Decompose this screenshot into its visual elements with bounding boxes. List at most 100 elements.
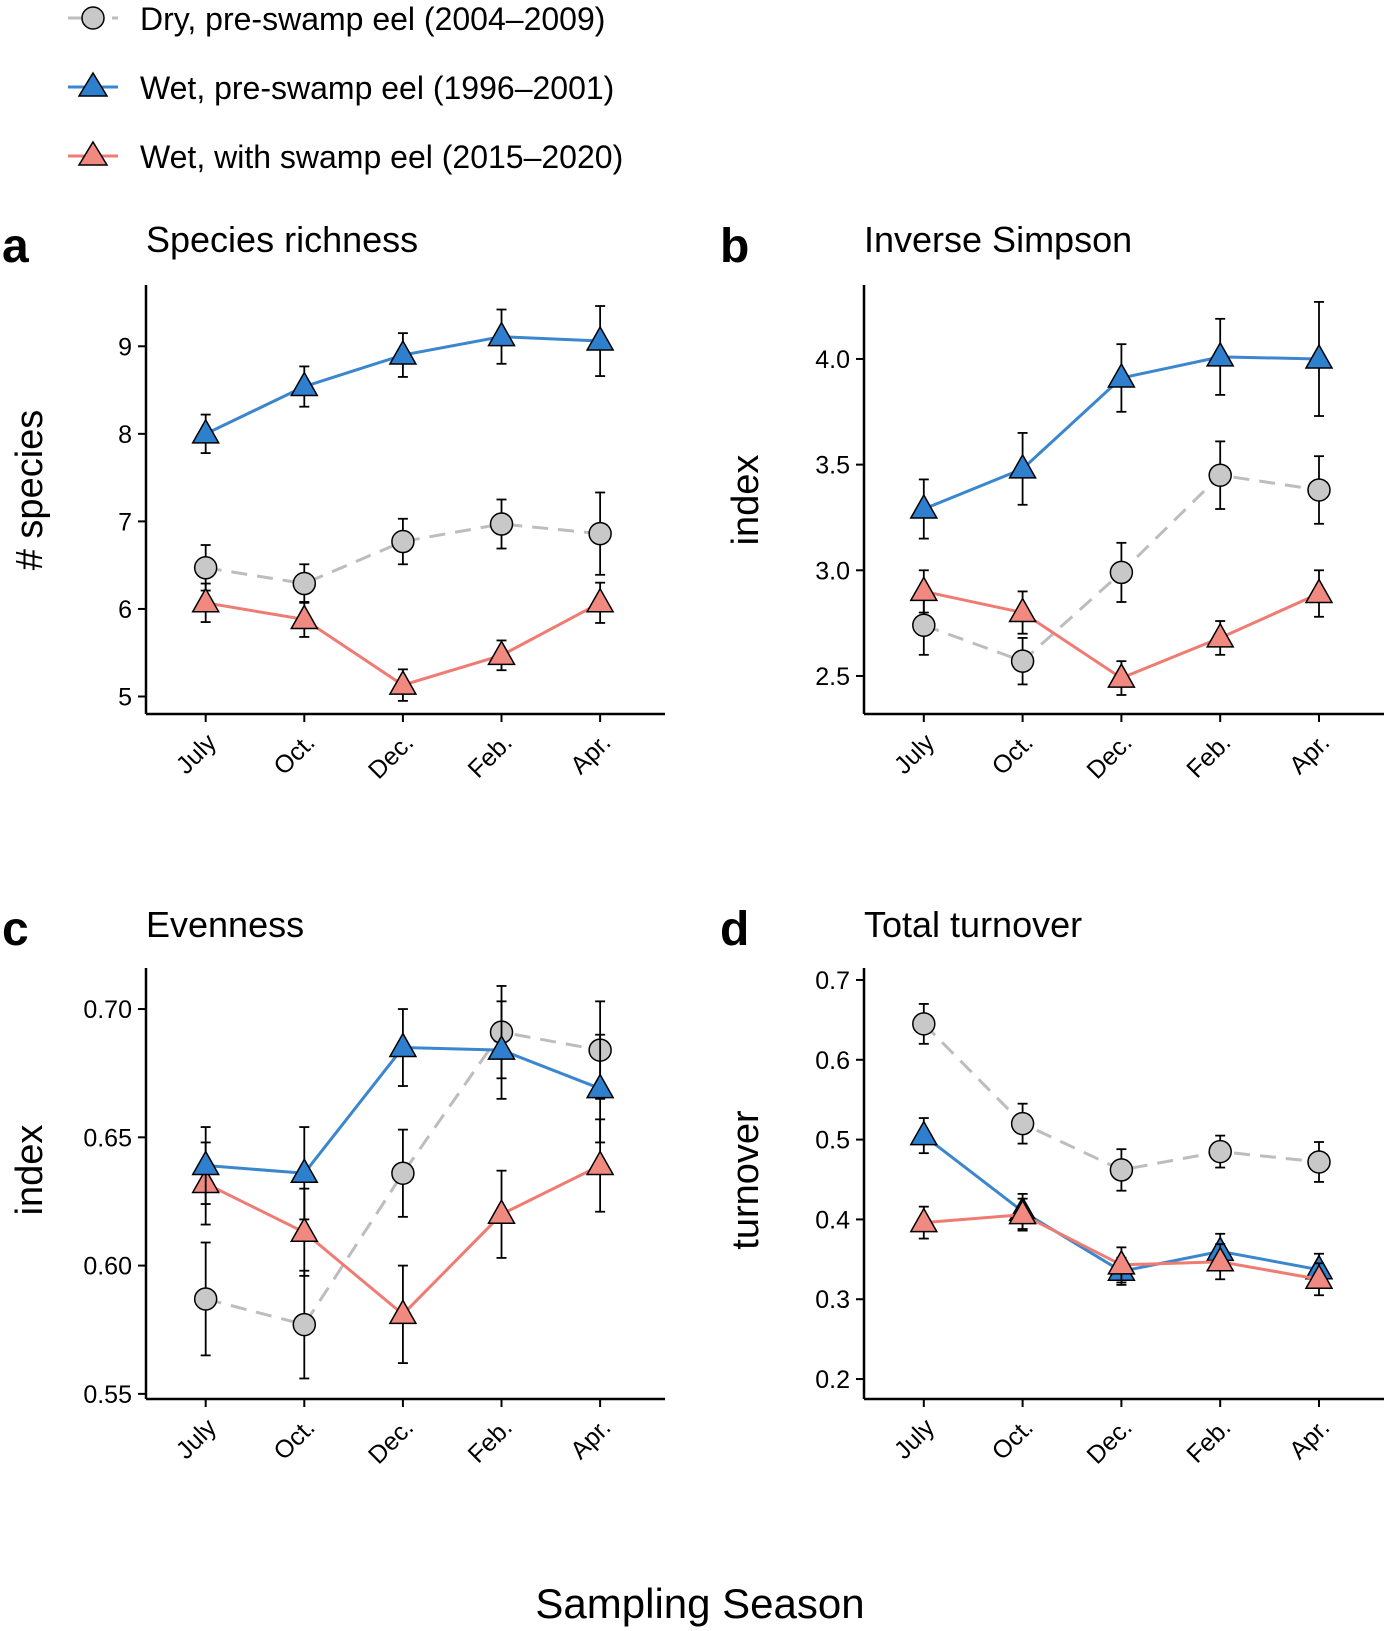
- series-line-dry: [205, 522, 601, 586]
- data-point-wetwith: [585, 587, 615, 613]
- data-point-wetwith: [909, 575, 939, 602]
- legend-marker-wetwith-triangle-icon: [77, 140, 109, 166]
- data-point-wetpre: [191, 418, 220, 444]
- data-point-wetpre: [290, 1157, 319, 1183]
- data-point-wetpre: [487, 1034, 516, 1060]
- data-point-wetwith: [585, 1150, 615, 1176]
- legend-marker-wetpre-triangle-icon: [77, 71, 109, 97]
- data-point-wetwith: [1107, 662, 1136, 688]
- x-tick-label: Dec.: [363, 728, 419, 784]
- data-point-dry: [1208, 1139, 1232, 1164]
- x-tick-label: Oct.: [268, 1413, 320, 1465]
- plot-area: 0.2 0.3 0.4 0.5 0.6 0.7 July Oct. Dec. Feb. Apr.: [815, 967, 1384, 1470]
- data-point-dry: [1208, 463, 1232, 487]
- panel-inverse-simpson: b Inverse Simpson index 2.5 3.0 3.5 4.0 July…: [720, 219, 1384, 785]
- plot-area: 0.55 0.60 0.65 0.70 July Oct. Dec. Feb. Apr.: [83, 968, 665, 1470]
- data-point-wetpre: [1205, 341, 1235, 367]
- panel-title: Inverse Simpson: [864, 219, 1132, 260]
- data-point-wetwith: [290, 1216, 319, 1242]
- panel-title: Total turnover: [864, 904, 1082, 945]
- data-point-dry: [1109, 1158, 1134, 1182]
- data-point-dry: [1010, 649, 1035, 673]
- data-point-wetwith: [909, 1207, 939, 1233]
- legend-label-wetpre: Wet, pre-swamp eel (1996–2001): [140, 70, 614, 106]
- y-tick-label: 0.70: [83, 996, 132, 1024]
- panel-letter: b: [720, 220, 749, 273]
- series-wetwith: [909, 569, 1334, 696]
- data-point-dry: [292, 1312, 317, 1337]
- data-point-dry: [588, 521, 612, 546]
- data-point-wetpre: [909, 1120, 939, 1146]
- x-axis-label: Sampling Season: [535, 1580, 864, 1627]
- series-wetwith: [191, 581, 615, 702]
- series-wetpre: [191, 305, 615, 454]
- x-tick-label: July: [889, 1413, 941, 1465]
- data-point-wetwith: [1304, 578, 1334, 604]
- y-tick-label: 5: [118, 683, 132, 711]
- data-point-dry: [193, 1287, 218, 1311]
- data-point-dry: [912, 613, 936, 637]
- data-point-wetwith: [290, 603, 319, 630]
- x-tick-label: Dec.: [1081, 728, 1137, 784]
- legend-label-wetwith: Wet, with swamp eel (2015–2020): [140, 139, 623, 175]
- y-tick-label: 0.7: [815, 967, 850, 995]
- y-axis-label: # species: [9, 410, 51, 571]
- x-tick-label: Feb.: [1181, 728, 1236, 783]
- y-tick-label: 0.5: [815, 1127, 850, 1155]
- series-wetpre: [909, 301, 1334, 540]
- panel-title: Evenness: [146, 904, 304, 945]
- x-tick-label: Apr.: [565, 728, 616, 779]
- data-point-dry: [1109, 560, 1134, 585]
- data-point-dry: [1010, 1111, 1035, 1136]
- data-point-wetwith: [1205, 622, 1235, 648]
- x-tick-label: July: [171, 1413, 223, 1465]
- y-tick-label: 4.0: [815, 346, 850, 374]
- data-point-dry: [489, 512, 514, 536]
- series-line-dry: [205, 1030, 601, 1327]
- series-dry: [912, 440, 1331, 686]
- data-point-wetwith: [1008, 597, 1037, 623]
- data-point-wetpre: [1107, 362, 1136, 388]
- data-point-wetwith: [388, 1298, 418, 1325]
- y-tick-label: 0.65: [83, 1124, 132, 1152]
- series-wetpre: [191, 1000, 615, 1221]
- data-point-wetpre: [191, 1150, 220, 1176]
- y-tick-label: 8: [118, 421, 132, 449]
- series-wetwith: [909, 1197, 1334, 1297]
- legend-item-wetwith: Wet, with swamp eel (2015–2020): [68, 139, 623, 175]
- data-point-wetpre: [1008, 453, 1037, 479]
- panel-letter: a: [2, 220, 29, 273]
- y-tick-label: 6: [118, 596, 132, 624]
- data-point-wetwith: [191, 587, 220, 613]
- legend-marker-dry-circle-icon: [81, 6, 105, 30]
- data-point-wetpre: [909, 493, 939, 519]
- panel-evenness: c Evenness index 0.55 0.60 0.65 0.70 July Oct…: [2, 903, 665, 1470]
- legend-label-dry: Dry, pre-swamp eel (2004–2009): [140, 1, 605, 37]
- legend: Dry, pre-swamp eel (2004–2009) Wet, pre-…: [68, 1, 623, 175]
- data-point-dry: [391, 529, 415, 554]
- x-tick-label: Apr.: [1284, 728, 1335, 779]
- y-axis-label: index: [725, 455, 767, 546]
- data-point-wetpre: [290, 371, 319, 397]
- y-tick-label: 2.5: [815, 663, 850, 691]
- y-tick-label: 9: [118, 333, 132, 361]
- data-point-wetpre: [388, 1032, 418, 1058]
- data-point-dry: [1307, 478, 1331, 502]
- x-tick-label: Feb.: [463, 728, 518, 783]
- data-point-wetwith: [487, 639, 516, 666]
- y-tick-label: 0.3: [815, 1286, 850, 1314]
- data-point-dry: [1307, 1150, 1331, 1174]
- y-axis-label: index: [9, 1125, 51, 1216]
- y-tick-label: 3.5: [815, 452, 850, 480]
- data-point-wetpre: [585, 325, 615, 351]
- series-dry: [193, 491, 612, 604]
- x-tick-label: July: [171, 728, 223, 780]
- x-tick-label: Oct.: [268, 728, 320, 780]
- y-tick-label: 0.55: [83, 1381, 132, 1409]
- x-tick-label: Dec.: [363, 1413, 419, 1469]
- panel-species-richness: a Species richness # species 5 6 7 8 9 July Oc…: [2, 219, 665, 785]
- data-point-wetwith: [388, 669, 418, 695]
- y-tick-label: 0.60: [83, 1253, 132, 1281]
- x-tick-label: Feb.: [463, 1413, 518, 1468]
